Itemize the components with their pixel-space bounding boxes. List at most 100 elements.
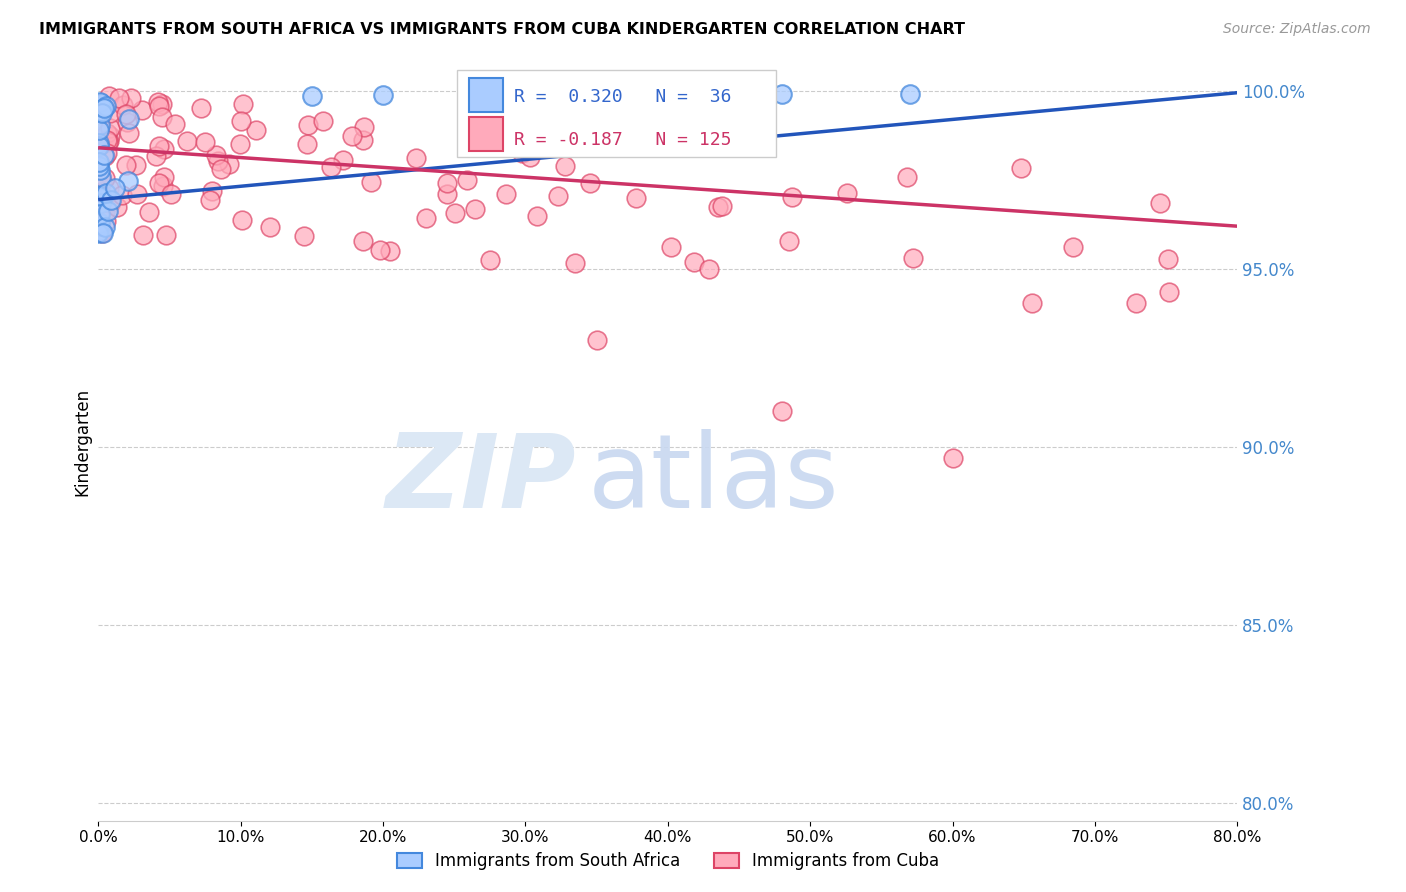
Point — [176, 134, 198, 148]
Point — [659, 240, 682, 254]
Point — [93, 102, 115, 116]
Point — [118, 126, 141, 140]
Point — [90, 170, 112, 185]
Point — [89, 155, 111, 169]
Point — [547, 188, 569, 202]
Point — [297, 118, 319, 132]
Point — [1010, 161, 1032, 176]
Point — [131, 103, 153, 117]
Point — [90, 98, 112, 112]
Point — [901, 252, 924, 266]
Point — [89, 207, 111, 221]
Point — [380, 244, 402, 258]
Point — [332, 153, 354, 167]
Point — [90, 103, 112, 118]
Point — [444, 206, 467, 220]
Point — [91, 193, 114, 207]
Point — [89, 224, 111, 238]
Point — [100, 193, 122, 207]
Point — [190, 101, 212, 115]
Point — [159, 186, 181, 201]
Point — [321, 161, 343, 175]
Point — [89, 95, 111, 110]
Point — [148, 99, 170, 113]
Point — [942, 450, 965, 465]
Point — [770, 404, 793, 418]
Text: Source: ZipAtlas.com: Source: ZipAtlas.com — [1223, 22, 1371, 37]
Point — [87, 98, 110, 112]
Point — [87, 189, 110, 203]
Point — [148, 176, 170, 190]
Point — [1149, 196, 1171, 211]
Point — [97, 204, 120, 219]
Point — [312, 113, 335, 128]
Point — [89, 212, 111, 227]
Point — [148, 95, 170, 110]
Point — [780, 190, 803, 204]
Point — [209, 162, 232, 177]
Point — [87, 219, 110, 234]
Point — [90, 196, 112, 211]
Point — [1157, 252, 1180, 266]
Point — [115, 115, 138, 129]
Point — [896, 170, 918, 185]
Point — [526, 209, 548, 223]
Point — [232, 96, 254, 111]
FancyBboxPatch shape — [457, 70, 776, 157]
Point — [117, 174, 139, 188]
Text: atlas: atlas — [588, 429, 839, 530]
Point — [145, 148, 167, 162]
Point — [89, 115, 111, 129]
Point — [97, 135, 120, 149]
Point — [90, 178, 112, 193]
Point — [94, 219, 117, 234]
Point — [231, 114, 253, 128]
Point — [194, 136, 217, 150]
Point — [292, 228, 315, 243]
Point — [360, 175, 382, 189]
Point — [778, 234, 800, 248]
Point — [415, 211, 437, 226]
Point — [150, 97, 173, 112]
Point — [155, 228, 177, 243]
Point — [218, 157, 240, 171]
Point — [405, 151, 427, 165]
Point — [96, 98, 118, 112]
Point — [114, 107, 136, 121]
Point — [352, 133, 374, 147]
Point — [624, 191, 647, 205]
Point — [91, 227, 114, 241]
Point — [612, 128, 634, 143]
Point — [97, 134, 120, 148]
Point — [153, 142, 176, 156]
Point — [87, 136, 110, 151]
Point — [89, 123, 111, 137]
Point — [91, 189, 114, 203]
Point — [125, 187, 148, 202]
Point — [245, 123, 267, 137]
Point — [150, 110, 173, 124]
Point — [111, 188, 134, 202]
Point — [152, 178, 174, 193]
Y-axis label: Kindergarten: Kindergarten — [73, 387, 91, 496]
Point — [456, 173, 478, 187]
Point — [353, 120, 375, 135]
Point — [89, 135, 111, 149]
FancyBboxPatch shape — [468, 78, 503, 112]
Point — [837, 186, 859, 200]
Point — [98, 181, 121, 195]
Point — [554, 159, 576, 173]
Point — [152, 170, 174, 185]
Point — [89, 216, 111, 230]
Point — [94, 203, 117, 218]
Point — [479, 252, 502, 267]
Text: R =  0.320   N =  36: R = 0.320 N = 36 — [515, 88, 731, 106]
Point — [96, 126, 118, 140]
Point — [87, 203, 110, 218]
Point — [898, 87, 921, 101]
Point — [1159, 285, 1181, 300]
Point — [682, 254, 704, 268]
Point — [711, 199, 734, 213]
Point — [370, 243, 392, 257]
Point — [148, 139, 170, 153]
